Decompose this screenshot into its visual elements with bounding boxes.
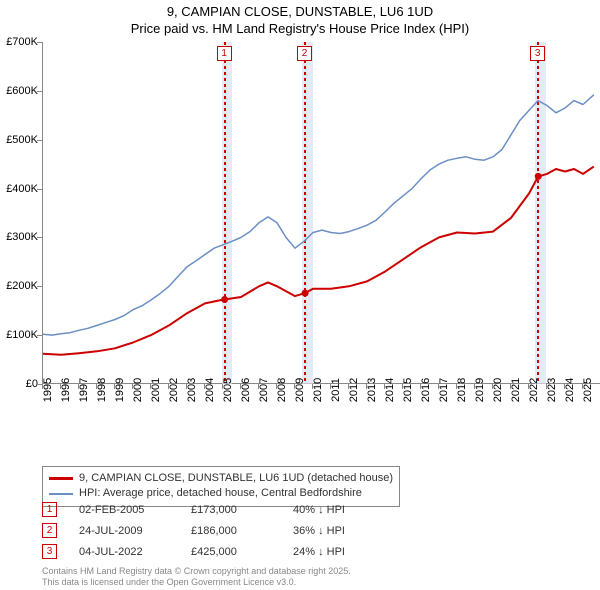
xtick-label: 2020 [492, 378, 504, 402]
footer: Contains HM Land Registry data © Crown c… [42, 566, 351, 588]
legend-row-1: 9, CAMPIAN CLOSE, DUNSTABLE, LU6 1UD (de… [49, 471, 393, 486]
sale-point [535, 173, 542, 180]
sale-date-1: 02-FEB-2005 [79, 504, 169, 516]
xtick-label: 1999 [114, 378, 126, 402]
xtick-label: 2008 [276, 378, 288, 402]
legend-label-1: 9, CAMPIAN CLOSE, DUNSTABLE, LU6 1UD (de… [79, 471, 393, 486]
sale-row-3: 3 04-JUL-2022 £425,000 24% ↓ HPI [42, 544, 383, 559]
plot-region: 1 2 3 [42, 42, 600, 384]
xtick-label: 2004 [204, 378, 216, 402]
sale-date-3: 04-JUL-2022 [79, 546, 169, 558]
xtick-label: 2002 [168, 378, 180, 402]
title-line2: Price paid vs. HM Land Registry's House … [0, 21, 600, 38]
sales-table: 1 02-FEB-2005 £173,000 40% ↓ HPI 2 24-JU… [42, 502, 383, 565]
sale-price-2: £186,000 [191, 525, 271, 537]
sale-row-1: 1 02-FEB-2005 £173,000 40% ↓ HPI [42, 502, 383, 517]
xtick-label: 2025 [582, 378, 594, 402]
xtick-label: 2015 [402, 378, 414, 402]
xtick-label: 2024 [564, 378, 576, 402]
sale-marker-2: 2 [42, 523, 57, 538]
sale-diff-3: 24% ↓ HPI [293, 546, 383, 558]
xtick-label: 2010 [312, 378, 324, 402]
xtick-label: 2005 [222, 378, 234, 402]
legend-swatch-blue [49, 493, 73, 495]
sale-row-2: 2 24-JUL-2009 £186,000 36% ↓ HPI [42, 523, 383, 538]
xtick-label: 2019 [474, 378, 486, 402]
xtick-label: 2013 [366, 378, 378, 402]
ytick-label: £400K [6, 183, 38, 195]
ytick-label: £300K [6, 231, 38, 243]
sale-marker-1: 1 [42, 502, 57, 517]
sale-marker-box: 2 [297, 46, 312, 61]
xtick-label: 1996 [60, 378, 72, 402]
sale-point [302, 290, 309, 297]
xtick-label: 2018 [456, 378, 468, 402]
ytick-label: £100K [6, 329, 38, 341]
series-price_paid [43, 167, 594, 355]
sale-diff-1: 40% ↓ HPI [293, 504, 383, 516]
sale-marker-box: 3 [530, 46, 545, 61]
xtick-label: 1997 [78, 378, 90, 402]
sale-price-3: £425,000 [191, 546, 271, 558]
xtick-label: 2012 [348, 378, 360, 402]
sale-point [221, 296, 228, 303]
sale-marker-3: 3 [42, 544, 57, 559]
legend-row-2: HPI: Average price, detached house, Cent… [49, 486, 393, 501]
xtick-label: 2007 [258, 378, 270, 402]
xtick-label: 2011 [330, 378, 342, 402]
plot-svg [43, 42, 600, 384]
sale-marker-box: 1 [217, 46, 232, 61]
xtick-label: 2021 [510, 378, 522, 402]
ytick-label: £600K [6, 85, 38, 97]
xtick-label: 2006 [240, 378, 252, 402]
title-line1: 9, CAMPIAN CLOSE, DUNSTABLE, LU6 1UD [0, 4, 600, 21]
sale-diff-2: 36% ↓ HPI [293, 525, 383, 537]
sale-date-2: 24-JUL-2009 [79, 525, 169, 537]
footer-line2: This data is licensed under the Open Gov… [42, 577, 351, 588]
xtick-label: 2001 [150, 378, 162, 402]
xtick-label: 2023 [546, 378, 558, 402]
series-hpi [43, 95, 594, 335]
xtick-label: 2009 [294, 378, 306, 402]
xtick-label: 1995 [42, 378, 54, 402]
xtick-label: 2022 [528, 378, 540, 402]
xtick-label: 1998 [96, 378, 108, 402]
ytick-label: £500K [6, 134, 38, 146]
xtick-label: 2000 [132, 378, 144, 402]
footer-line1: Contains HM Land Registry data © Crown c… [42, 566, 351, 577]
chart-area: 123 £0£100K£200K£300K£400K£500K£600K£700… [0, 42, 600, 422]
xtick-label: 2016 [420, 378, 432, 402]
xtick-label: 2014 [384, 378, 396, 402]
ytick-label: £700K [6, 36, 38, 48]
legend-swatch-red [49, 477, 73, 480]
chart-title: 9, CAMPIAN CLOSE, DUNSTABLE, LU6 1UD Pri… [0, 0, 600, 40]
legend: 9, CAMPIAN CLOSE, DUNSTABLE, LU6 1UD (de… [42, 466, 400, 507]
xtick-label: 2017 [438, 378, 450, 402]
ytick-label: £200K [6, 280, 38, 292]
sale-price-1: £173,000 [191, 504, 271, 516]
xtick-label: 2003 [186, 378, 198, 402]
legend-label-2: HPI: Average price, detached house, Cent… [79, 486, 362, 501]
